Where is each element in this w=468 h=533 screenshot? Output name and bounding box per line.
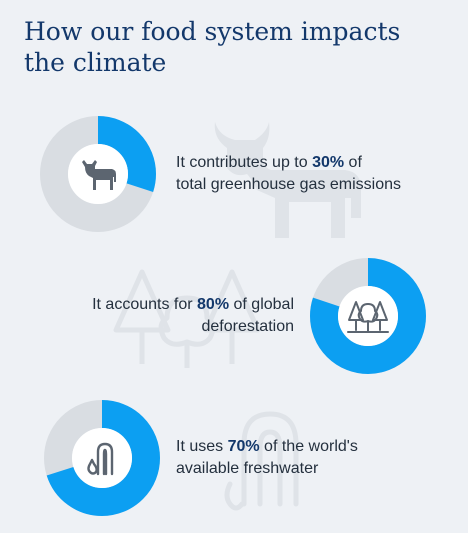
stat-line-1: It uses 70% of the world's <box>176 438 358 455</box>
donut-chart-deforestation <box>308 256 428 376</box>
cow-icon <box>82 160 116 190</box>
stat-emissions: It contributes up to 30% of total greenh… <box>176 152 436 196</box>
donut-chart-emissions <box>38 114 158 234</box>
donut-value-arc <box>310 258 426 374</box>
background-cow-illustration <box>214 122 361 238</box>
donut-value-arc <box>40 116 156 232</box>
background-trees-illustration <box>113 269 261 368</box>
stat-highlight: 30% <box>312 154 345 171</box>
page-title: How our food system impacts the climate <box>24 17 401 77</box>
donut-center <box>338 286 398 346</box>
water-tap-icon <box>87 442 114 476</box>
stat-line-2: available freshwater <box>176 460 319 477</box>
donut-chart-freshwater <box>42 398 162 518</box>
donut-center <box>72 428 132 488</box>
stat-line-1: It accounts for 80% of global <box>92 296 294 313</box>
background-tap-illustration <box>224 411 299 511</box>
stat-line-1: It contributes up to 30% of <box>176 154 362 171</box>
stat-deforestation: It accounts for 80% of global deforestat… <box>40 294 294 338</box>
donut-value-arc <box>44 400 160 516</box>
trees-icon <box>347 301 389 333</box>
stat-line-2: deforestation <box>201 318 294 335</box>
stat-highlight: 80% <box>197 296 230 313</box>
stat-highlight: 70% <box>227 438 260 455</box>
stat-line-2: total greenhouse gas emissions <box>176 176 402 193</box>
stat-freshwater: It uses 70% of the world's available fre… <box>176 436 436 480</box>
